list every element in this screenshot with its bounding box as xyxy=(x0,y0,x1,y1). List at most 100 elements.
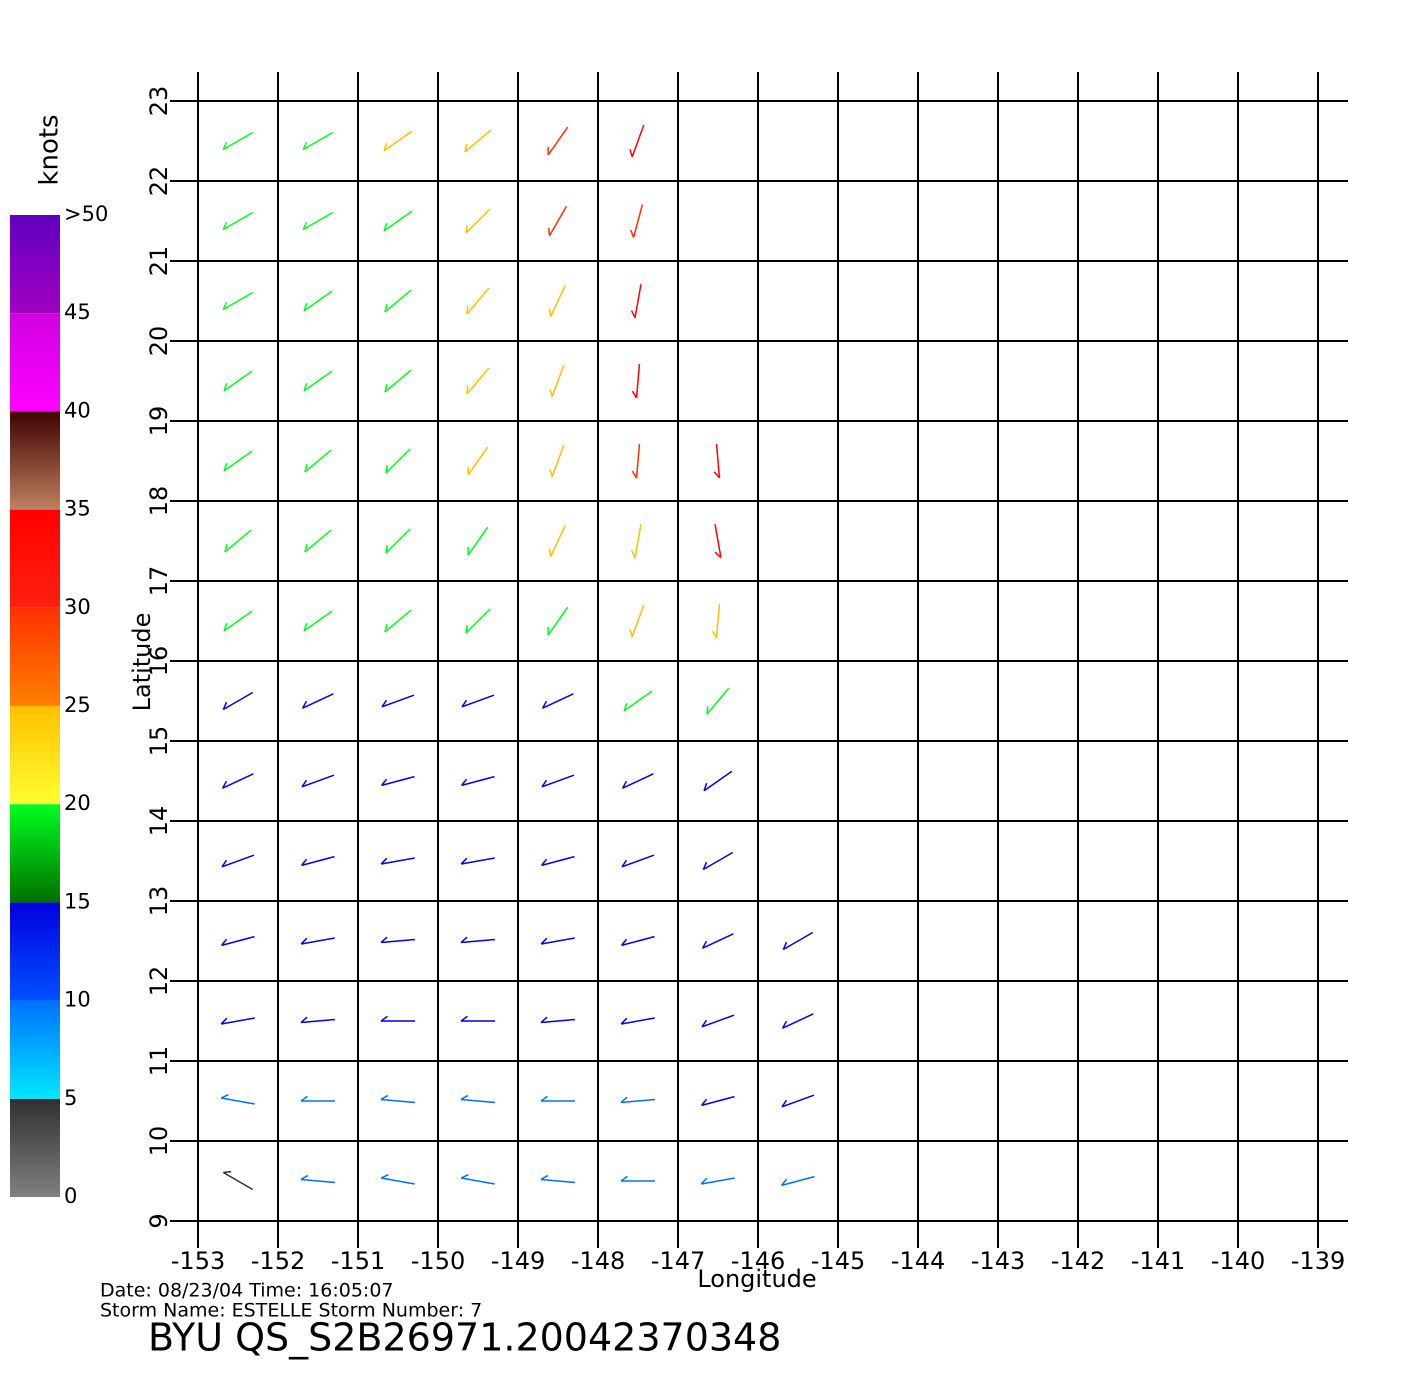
wind-vector xyxy=(381,775,415,787)
vector-head xyxy=(461,699,468,708)
vector-head xyxy=(223,462,228,471)
vector-head xyxy=(460,1173,469,1179)
colorbar-tick-label: 5 xyxy=(64,1086,77,1110)
vector-head xyxy=(631,470,638,479)
x-tick-label: -153 xyxy=(171,1247,225,1275)
colorbar-band xyxy=(10,313,60,412)
vector-head xyxy=(222,701,228,710)
wind-vector xyxy=(550,285,566,317)
wind-vector xyxy=(466,367,490,395)
x-tick-label: -139 xyxy=(1291,1247,1345,1275)
vector-head xyxy=(385,465,388,474)
vector-head xyxy=(466,385,469,395)
vector-head xyxy=(631,390,638,399)
vector-head xyxy=(630,550,636,559)
wind-vector xyxy=(303,610,333,632)
wind-vector xyxy=(461,1177,495,1185)
vector-head xyxy=(620,1175,628,1182)
vector-head xyxy=(711,630,718,639)
vector-head xyxy=(629,149,633,158)
colorbar-tick-label: 45 xyxy=(64,300,91,324)
wind-vector xyxy=(541,855,575,867)
wind-vector xyxy=(702,851,734,871)
vector-head xyxy=(703,782,708,791)
vector-head xyxy=(466,305,469,315)
colorbar-band xyxy=(10,411,60,510)
colorbar-tick-label: 10 xyxy=(64,988,91,1012)
wind-vector xyxy=(304,529,332,553)
vector-head xyxy=(540,858,548,866)
wind-vector xyxy=(623,690,653,712)
wind-vector xyxy=(714,524,722,558)
vector-head xyxy=(781,1099,788,1108)
wind-vector xyxy=(706,687,730,715)
y-tick-label: 21 xyxy=(145,246,173,277)
vector-head xyxy=(384,303,388,313)
vector-head xyxy=(222,221,228,230)
y-tick-label: 22 xyxy=(145,166,173,197)
vector-head xyxy=(706,705,709,715)
wind-vector xyxy=(631,604,645,638)
wind-vector xyxy=(551,364,565,398)
vector-head xyxy=(384,623,388,633)
wind-vector xyxy=(385,448,411,474)
colorbar-band xyxy=(10,509,60,608)
y-tick-label: 9 xyxy=(145,1213,173,1228)
wind-vector xyxy=(381,857,415,865)
vector-head xyxy=(383,142,388,151)
vector-head xyxy=(540,1174,549,1181)
x-tick-label: -142 xyxy=(1051,1247,1105,1275)
y-tick-label: 13 xyxy=(145,886,173,917)
wind-vector xyxy=(222,131,254,151)
wind-vector xyxy=(383,130,413,152)
wind-vector xyxy=(304,449,332,473)
wind-vector xyxy=(461,775,495,787)
vector-head xyxy=(223,382,228,391)
vector-head xyxy=(621,780,628,789)
wind-vector xyxy=(302,131,334,151)
wind-vector xyxy=(715,603,721,639)
y-tick-label: 18 xyxy=(145,486,173,517)
y-tick-label: 15 xyxy=(145,726,173,757)
wind-vector xyxy=(621,1017,655,1025)
vector-head xyxy=(300,1095,308,1102)
x-tick-label: -147 xyxy=(651,1247,705,1275)
vector-head xyxy=(621,859,628,868)
vector-head xyxy=(301,700,308,709)
y-tick-label: 16 xyxy=(145,646,173,677)
vector-head xyxy=(223,622,228,631)
y-tick-label: 14 xyxy=(145,806,173,837)
wind-vector xyxy=(222,291,254,311)
colorbar-tick-label: 20 xyxy=(64,791,91,815)
vector-head xyxy=(629,629,633,638)
x-tick-label: -148 xyxy=(571,1247,625,1275)
vector-head xyxy=(304,543,308,553)
vector-head xyxy=(380,1173,389,1179)
wind-vector xyxy=(301,774,335,788)
vector-head xyxy=(540,1095,548,1102)
x-tick-label: -145 xyxy=(811,1247,865,1275)
wind-vector xyxy=(381,1177,415,1185)
wind-vector xyxy=(467,446,489,476)
vector-head xyxy=(460,1094,469,1101)
vector-head xyxy=(300,937,308,945)
vector-head xyxy=(220,1017,228,1025)
y-tick-label: 20 xyxy=(145,326,173,357)
vector-head xyxy=(702,861,708,870)
colorbar-band xyxy=(10,804,60,903)
wind-vector xyxy=(782,931,814,951)
wind-vector xyxy=(303,290,333,312)
x-tick-label: -146 xyxy=(731,1247,785,1275)
wind-vector xyxy=(380,1098,416,1104)
vector-head xyxy=(460,857,468,865)
vector-head xyxy=(301,779,308,788)
y-axis-label: Latitude xyxy=(128,613,156,712)
wind-vector xyxy=(465,208,491,234)
wind-vector xyxy=(384,369,412,393)
vector-head xyxy=(380,936,388,944)
wind-vector xyxy=(384,609,412,633)
date-line: Date: 08/23/04 Time: 16:05:07 xyxy=(100,1280,394,1302)
wind-vector xyxy=(632,204,644,238)
vector-head xyxy=(701,1019,708,1028)
